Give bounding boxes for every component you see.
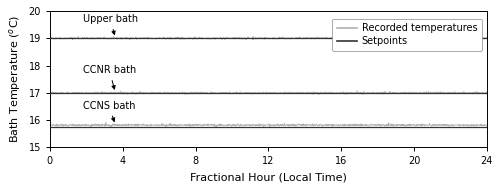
Text: CCNR bath: CCNR bath: [82, 65, 136, 89]
Text: Upper bath: Upper bath: [82, 14, 138, 35]
Text: CCNS bath: CCNS bath: [82, 101, 135, 121]
Legend: Recorded temperatures, Setpoints: Recorded temperatures, Setpoints: [332, 19, 482, 51]
X-axis label: Fractional Hour (Local Time): Fractional Hour (Local Time): [190, 172, 347, 182]
Y-axis label: Bath Temperature ($^o$C): Bath Temperature ($^o$C): [7, 15, 23, 143]
